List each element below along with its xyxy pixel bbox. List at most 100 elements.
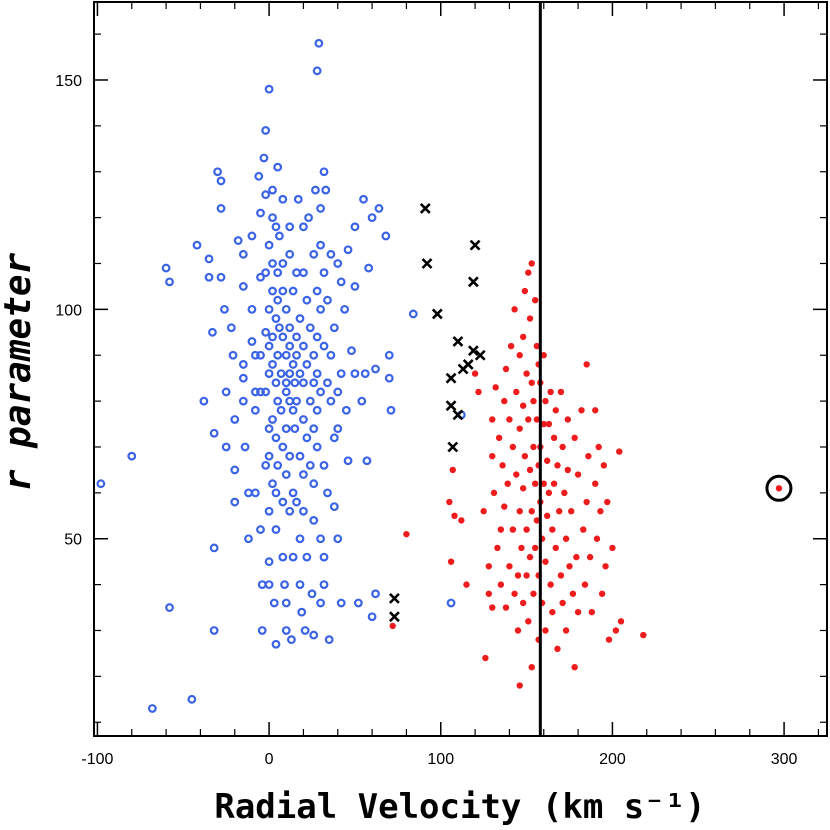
blue-open-circle-point	[299, 470, 308, 479]
blue-open-circle-point	[319, 167, 329, 177]
red-dot-point	[482, 654, 489, 662]
black-x-point	[445, 372, 457, 384]
blue-open-circle-point	[292, 350, 301, 360]
red-dot-point	[531, 544, 539, 552]
blue-open-circle-point	[261, 460, 271, 470]
blue-open-circle-point	[364, 263, 374, 273]
blue-open-circle-point	[268, 259, 277, 268]
blue-open-circle-point	[333, 534, 343, 544]
blue-open-circle-point	[281, 304, 291, 314]
red-dot-point	[513, 471, 520, 478]
red-dot-point	[528, 663, 535, 671]
red-dot-point	[530, 590, 537, 597]
blue-open-circle-point	[278, 259, 288, 268]
blue-open-circle-point	[446, 598, 456, 608]
blue-open-circle-point	[288, 488, 298, 498]
blue-open-circle-point	[244, 488, 253, 498]
blue-open-circle-point	[216, 204, 226, 213]
blue-open-circle-point	[261, 387, 271, 397]
blue-open-circle-point	[285, 369, 295, 378]
blue-open-circle-point	[213, 167, 222, 177]
blue-open-circle-point	[226, 323, 236, 333]
blue-open-circle-point	[271, 433, 281, 443]
blue-open-circle-point	[264, 580, 274, 590]
blue-open-circle-point	[247, 337, 257, 346]
red-dot-point	[499, 462, 506, 469]
red-dot-point	[543, 457, 551, 464]
red-dot-point	[495, 434, 503, 442]
red-dot-point	[489, 604, 496, 611]
red-dot-point	[489, 416, 496, 423]
blue-open-circle-point	[216, 176, 226, 186]
black-x-point	[467, 345, 479, 357]
blue-open-circle-point	[209, 626, 219, 635]
red-dot-point	[514, 572, 522, 579]
red-dot-point	[525, 269, 532, 276]
red-dot-point	[523, 526, 530, 533]
blue-open-circle-point	[257, 626, 267, 635]
blue-open-circle-point	[264, 84, 274, 94]
blue-open-circle-point	[268, 360, 277, 369]
red-dot-point	[540, 420, 547, 428]
blue-open-circle-point	[268, 415, 277, 424]
blue-open-circle-point	[257, 580, 267, 590]
blue-open-circle-point	[278, 442, 288, 452]
black-x-point	[388, 611, 400, 623]
blue-open-circle-point	[187, 694, 197, 704]
red-dot-point	[523, 572, 530, 579]
blue-open-circle-point	[230, 415, 240, 424]
red-dot-point	[446, 498, 453, 506]
blue-open-circle-point	[292, 497, 301, 507]
blue-open-circle-point	[271, 488, 281, 498]
axis-ticks-layer: -100 0 100 200 300 50 100 150	[55, 2, 827, 768]
blue-open-circle-point	[309, 350, 319, 360]
blue-open-circle-point	[250, 350, 260, 360]
red-dot-point	[533, 342, 541, 350]
blue-open-circle-point	[281, 626, 291, 635]
blue-open-circle-point	[271, 525, 281, 534]
black-x-point	[445, 400, 457, 412]
red-dot-point	[562, 627, 570, 634]
blue-open-circle-point	[281, 350, 291, 360]
blue-open-circle-point	[295, 534, 305, 544]
blue-open-circle-point	[250, 405, 260, 415]
blue-open-circle-point	[247, 231, 257, 241]
blue-open-circle-point	[268, 213, 277, 223]
red-dot-point	[502, 604, 510, 611]
red-dot-point	[556, 508, 563, 515]
blue-open-circle-point	[326, 396, 336, 406]
blue-open-circle-point	[281, 470, 291, 479]
blue-open-circle-point	[261, 327, 271, 337]
red-dot-point	[581, 581, 589, 588]
red-dot-point	[604, 498, 611, 506]
blue-open-circle-point	[292, 396, 301, 406]
red-dot-point	[595, 443, 602, 451]
blue-open-circle-point	[268, 479, 277, 489]
blue-open-circle-point	[240, 442, 250, 452]
blue-open-circle-point	[287, 635, 296, 645]
blue-open-circle-point	[274, 323, 284, 333]
red-dot-point	[449, 466, 456, 474]
blue-open-circle-point	[256, 387, 265, 397]
blue-open-circle-point	[285, 222, 295, 232]
blue-open-circle-point	[386, 405, 396, 415]
blue-open-circle-point	[285, 249, 295, 259]
red-dot-point	[530, 397, 537, 405]
blue-open-circle-point	[273, 295, 283, 305]
blue-open-circle-point	[273, 396, 283, 406]
red-dot-point	[640, 631, 647, 639]
red-dot-point	[530, 443, 537, 451]
blue-open-circle-point	[254, 171, 264, 181]
blue-open-circle-point	[336, 277, 346, 287]
red-dot-point	[519, 599, 527, 607]
red-dot-point	[561, 489, 568, 497]
red-dot-point	[475, 388, 482, 396]
red-dot-point	[564, 466, 571, 474]
red-dot-point	[526, 315, 534, 322]
red-dot-point	[547, 581, 554, 588]
blue-open-circle-point	[288, 360, 298, 369]
red-dot-point	[559, 599, 566, 607]
red-dot-point	[521, 452, 529, 460]
red-dot-point	[574, 471, 582, 478]
red-dot-point	[566, 563, 573, 570]
